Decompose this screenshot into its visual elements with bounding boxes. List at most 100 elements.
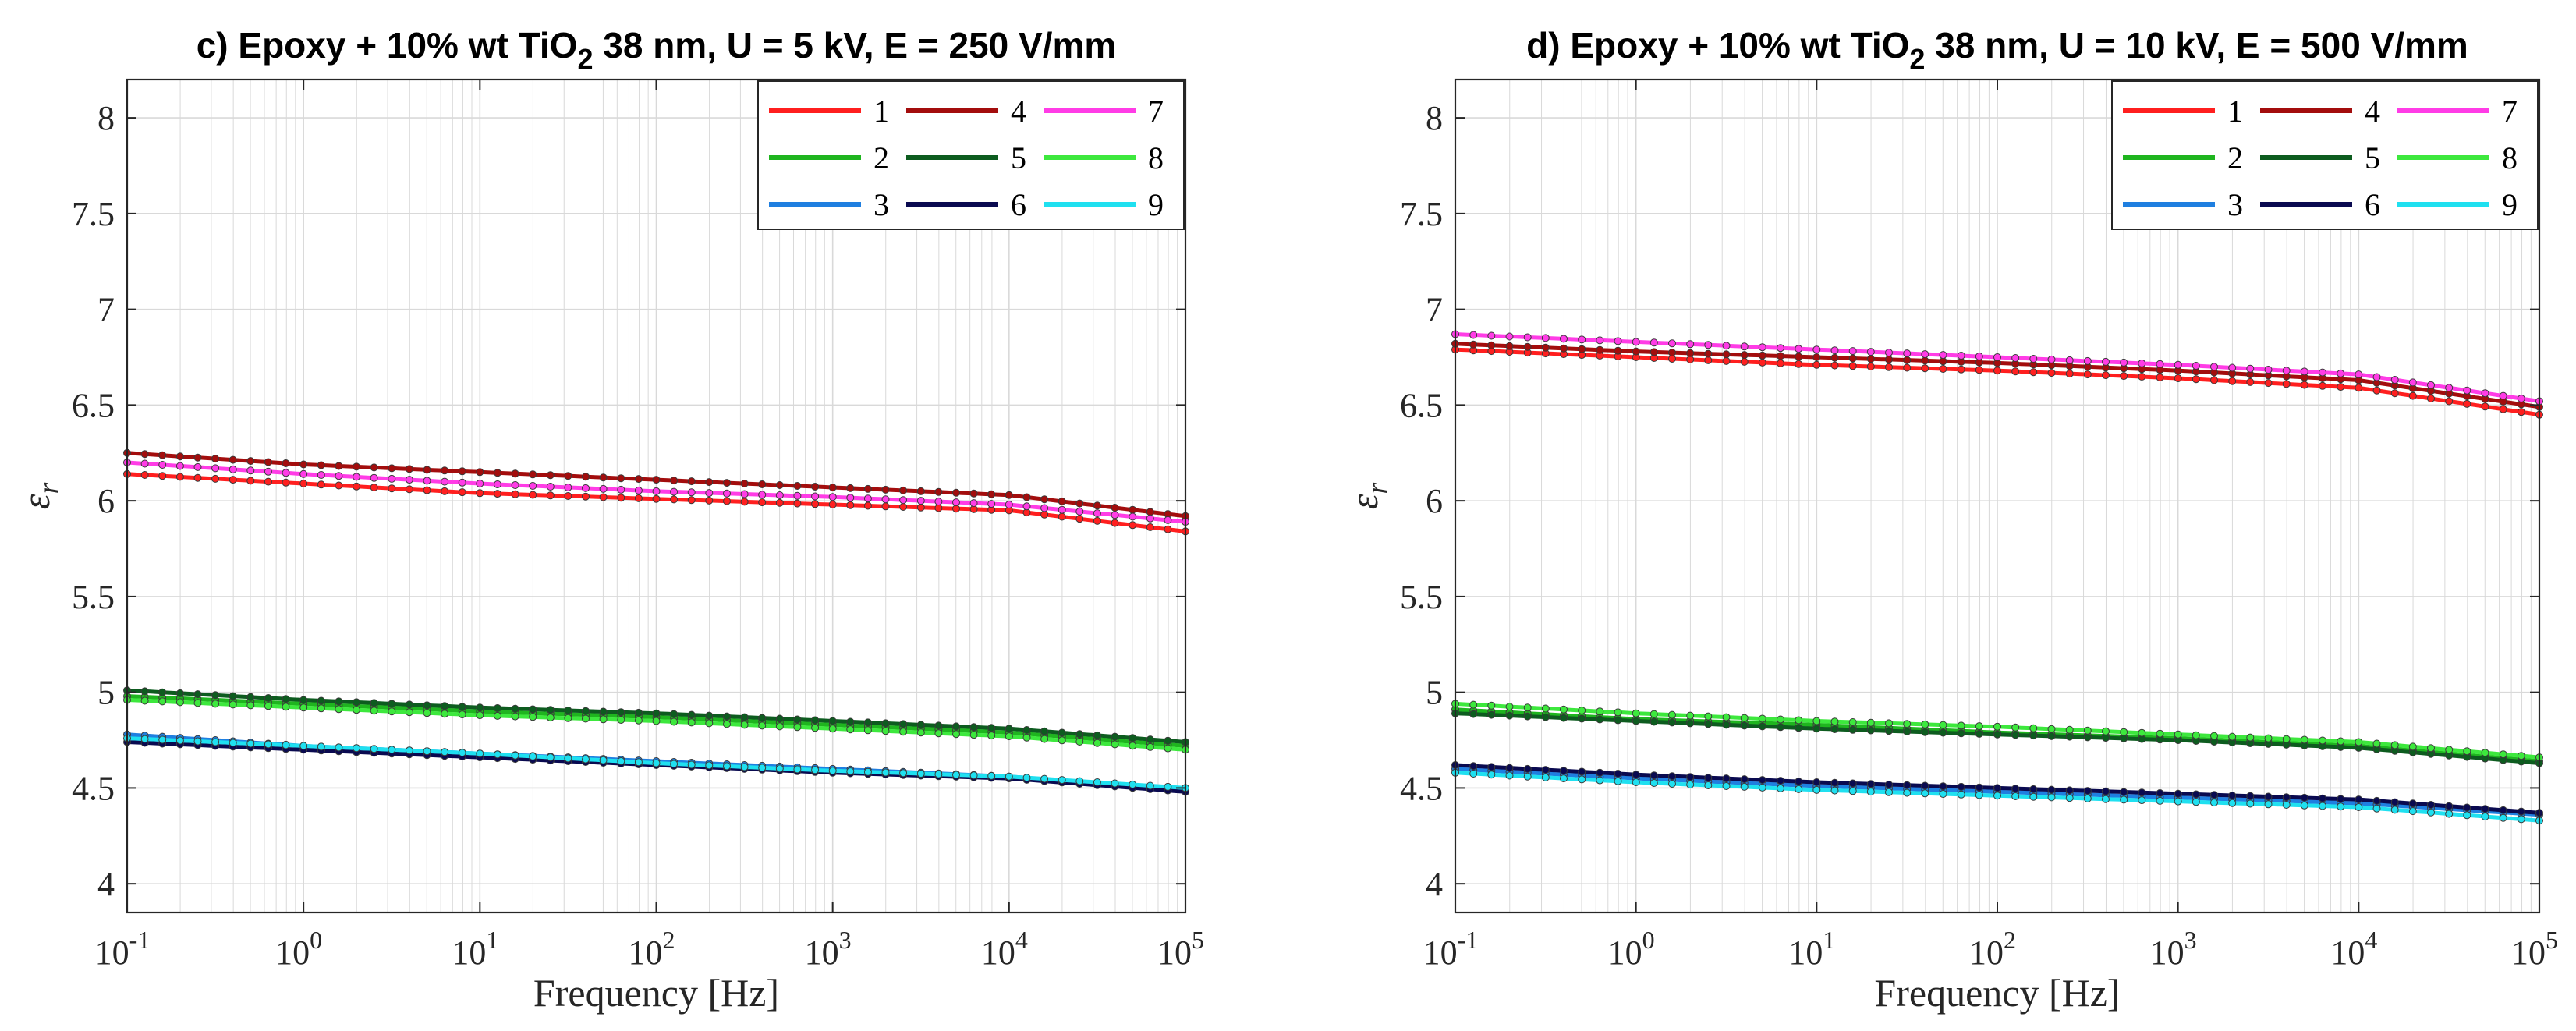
series-point-9	[1111, 779, 1119, 788]
series-point-8	[2083, 726, 2092, 735]
series-point-6	[2282, 793, 2291, 802]
series-point-9	[1146, 781, 1154, 790]
y-tick-label: 6.5	[72, 386, 115, 424]
series-point-4	[529, 470, 537, 479]
series-point-4	[458, 467, 466, 476]
series-point-7	[1523, 333, 1532, 342]
x-tick-exponent: 2	[663, 926, 675, 954]
series-point-7	[1866, 348, 1875, 356]
series-point-1	[617, 494, 625, 502]
series-point-1	[1848, 362, 1857, 370]
series-point-8	[934, 729, 943, 738]
series-point-9	[1578, 775, 1586, 784]
series-point-9	[1993, 792, 2001, 800]
series-point-6	[2445, 802, 2454, 810]
series-point-1	[2083, 370, 2092, 379]
series-point-7	[193, 462, 202, 471]
series-point-5	[1075, 730, 1084, 739]
series-point-8	[828, 725, 837, 733]
series-point-6	[1812, 778, 1821, 786]
series-point-6	[1578, 767, 1586, 776]
series-point-8	[2192, 731, 2200, 739]
x-tick-exponent: 3	[839, 926, 852, 954]
series-point-5	[1777, 723, 1784, 732]
series-point-8	[264, 702, 272, 710]
series-point-8	[1649, 710, 1658, 718]
series-point-7	[1040, 504, 1049, 512]
series-point-7	[740, 490, 749, 498]
series-point-7	[2264, 366, 2273, 374]
y-tick-label: 7	[97, 291, 115, 329]
legend-label-9: 9	[1148, 187, 1164, 222]
legend-label-3: 3	[2227, 187, 2243, 222]
series-point-4	[740, 480, 749, 487]
series-point-4	[299, 460, 308, 469]
series-point-5	[264, 694, 272, 702]
series-point-7	[511, 481, 519, 489]
series-point-5	[828, 717, 837, 725]
series-point-5	[494, 704, 501, 712]
series-point-5	[811, 716, 820, 725]
series-point-9	[1469, 770, 1478, 778]
series-point-8	[1777, 715, 1784, 724]
series-point-5	[1614, 716, 1622, 725]
x-tick-label: 10-1	[1423, 926, 1479, 972]
series-point-8	[370, 707, 378, 715]
series-point-9	[2011, 792, 2020, 800]
series-point-5	[881, 719, 890, 728]
series-point-5	[1903, 728, 1912, 735]
series-point-5	[934, 721, 943, 730]
series-point-6	[1614, 770, 1622, 778]
series-point-1	[1164, 525, 1172, 533]
series-point-4	[317, 461, 325, 469]
series-point-8	[1075, 738, 1084, 746]
series-point-7	[1740, 342, 1749, 351]
series-point-5	[140, 687, 149, 696]
series-point-1	[2319, 381, 2326, 390]
series-point-1	[175, 473, 184, 481]
series-point-8	[617, 716, 625, 724]
series-point-1	[2390, 389, 2399, 398]
series-point-9	[282, 741, 290, 749]
y-axis-label: εr	[14, 483, 66, 510]
series-point-8	[529, 713, 537, 721]
series-point-6	[1722, 774, 1731, 783]
series-point-5	[617, 708, 625, 717]
series-point-8	[1111, 740, 1119, 749]
series-point-7	[2228, 363, 2237, 372]
series-point-1	[723, 497, 731, 505]
series-point-8	[1093, 739, 1101, 747]
series-point-4	[1578, 345, 1586, 353]
series-point-6	[1686, 773, 1695, 781]
series-point-6	[2246, 792, 2255, 800]
series-point-4	[282, 459, 290, 467]
series-point-6	[2264, 792, 2273, 801]
series-point-5	[952, 722, 960, 731]
series-point-9	[140, 735, 149, 743]
series-point-8	[1903, 720, 1912, 728]
series-point-7	[158, 461, 167, 469]
series-point-1	[1740, 357, 1749, 366]
series-point-8	[1469, 700, 1478, 709]
series-point-7	[423, 477, 431, 485]
series-point-8	[1146, 742, 1154, 751]
series-point-5	[511, 704, 519, 713]
series-point-9	[1939, 790, 1947, 798]
series-point-4	[811, 483, 820, 491]
series-point-6	[2408, 799, 2417, 808]
series-point-1	[2174, 374, 2182, 382]
series-point-8	[1975, 722, 1983, 731]
legend-label-9: 9	[2502, 187, 2518, 222]
series-point-9	[2390, 806, 2399, 814]
series-point-7	[828, 493, 837, 501]
series-point-6	[2481, 805, 2489, 813]
series-point-4	[599, 473, 608, 482]
series-point-7	[388, 474, 396, 483]
y-tick-label: 4	[1426, 865, 1443, 903]
y-tick-label: 8	[1426, 99, 1443, 137]
series-point-1	[229, 476, 237, 484]
series-point-5	[1993, 730, 2001, 739]
series-point-5	[2083, 733, 2092, 742]
chart-title: d) Epoxy + 10% wt TiO2 38 nm, U = 10 kV,…	[1526, 25, 2468, 75]
series-point-1	[299, 480, 308, 487]
